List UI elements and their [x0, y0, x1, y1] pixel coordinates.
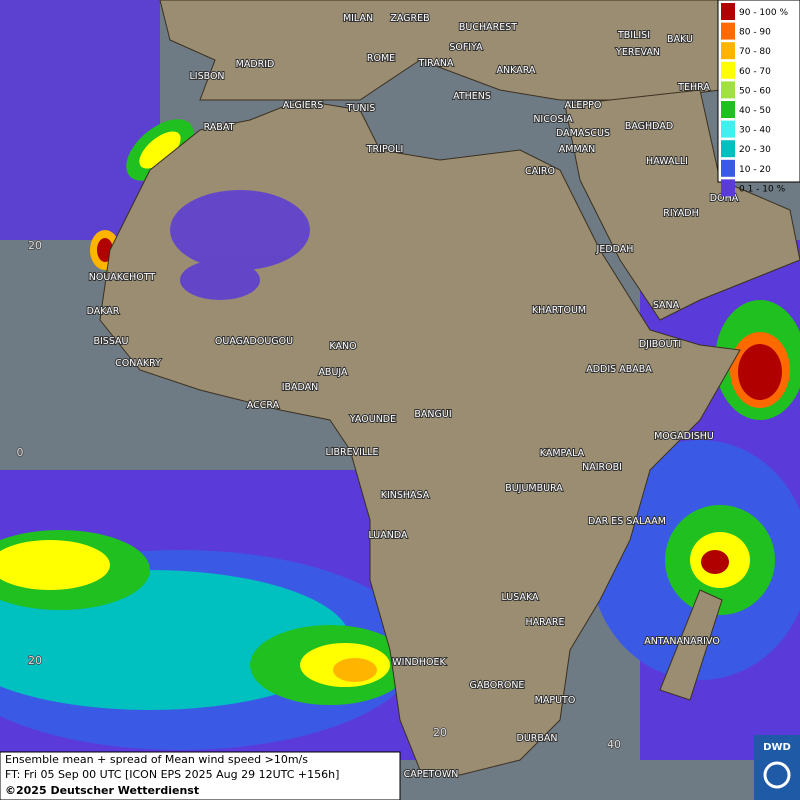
graticule-label: 20	[433, 726, 447, 739]
legend-swatch	[721, 42, 735, 60]
city-label: MILAN	[343, 13, 373, 24]
city-label: RIYADH	[663, 208, 698, 219]
copyright: ©2025 Deutscher Wetterdienst	[5, 784, 199, 797]
city-label: NAIROBI	[582, 462, 622, 473]
city-label: BUCHAREST	[459, 22, 517, 33]
city-label: KHARTOUM	[532, 305, 586, 316]
wind-field	[0, 0, 800, 760]
city-label: SANA	[653, 300, 680, 311]
city-label: MAPUTO	[535, 695, 576, 706]
city-label: ACCRA	[247, 400, 280, 411]
legend-swatch	[721, 101, 735, 118]
city-label: WINDHOEK	[392, 657, 446, 668]
city-label: KINSHASA	[381, 490, 430, 501]
city-label: AMMAN	[559, 144, 596, 155]
city-label: HAWALLI	[646, 156, 688, 167]
legend-label: 30 - 40	[739, 126, 771, 136]
legend-label: 10 - 20	[739, 165, 771, 175]
city-label: ANTANANARIVO	[644, 636, 720, 647]
legend-label: 80 - 90	[739, 28, 771, 38]
graticule-label: 0	[17, 446, 24, 459]
legend-swatch	[721, 159, 735, 177]
wind-land	[170, 190, 310, 300]
legend-label: 20 - 30	[739, 145, 771, 155]
city-label: TRIPOLI	[366, 144, 404, 155]
city-label: NOUAKCHOTT	[89, 272, 156, 283]
city-label: ZAGREB	[390, 13, 429, 24]
city-label: ANKARA	[497, 65, 536, 76]
city-label: ALEPPO	[565, 100, 602, 111]
city-labels: MILAN ZAGREB BUCHAREST MADRID LISBON ROME SOFI…	[86, 12, 740, 781]
city-label: ADDIS ABABA	[586, 364, 652, 375]
footer-box	[0, 751, 401, 800]
legend-label: 50 - 60	[739, 86, 771, 96]
legend-label: 90 - 100 %	[739, 8, 788, 18]
city-label: KAMPALA	[540, 448, 585, 459]
city-label: CAIRO	[525, 166, 555, 177]
legend-swatch	[721, 140, 735, 158]
city-label: MOGADISHU	[654, 431, 714, 442]
logo: DWD	[763, 742, 791, 753]
city-label: TBILISI	[617, 30, 650, 41]
city-label: CAPETOWN	[404, 769, 459, 780]
city-label: LIBREVILLE	[325, 447, 378, 458]
graticule-label: 40	[607, 738, 621, 751]
city-label: BAGHDAD	[625, 121, 673, 132]
city-label: DAKAR	[87, 306, 120, 317]
city-label: KANO	[329, 341, 356, 352]
legend: 90 - 100 % 80 - 90 70 - 80 60 - 70 50 - 60 40…	[721, 3, 788, 197]
city-label: IBADAN	[282, 382, 319, 393]
logo-swirl	[763, 761, 791, 789]
city-label: DAR ES SALAAM	[588, 516, 666, 527]
legend-swatch	[721, 179, 735, 197]
footer-line: Ensemble mean + spread of Mean wind spee…	[5, 753, 308, 766]
city-label: TIRANA	[418, 58, 454, 69]
city-label: DURBAN	[517, 733, 558, 744]
graticule-label: 20	[28, 654, 42, 667]
city-label: YEREVAN	[615, 47, 660, 58]
legend-label: 40 - 50	[739, 106, 771, 116]
city-label: SOFIYA	[449, 42, 483, 53]
city-label: TUNIS	[346, 103, 376, 114]
legend-swatch	[721, 61, 735, 79]
city-label: DAMASCUS	[556, 128, 610, 139]
city-label: BANGUI	[414, 409, 451, 420]
legend-label: 70 - 80	[739, 47, 771, 57]
logo-box	[754, 735, 800, 800]
city-label: DJIBOUTI	[639, 339, 681, 350]
land	[99, 0, 800, 776]
footer-line: FT: Fri 05 Sep 00 UTC [ICON EPS 2025 Aug…	[5, 768, 339, 781]
legend-label: 0.1 - 10 %	[739, 184, 786, 194]
city-label: BUJUMBURA	[505, 483, 563, 494]
city-label: BISSAU	[93, 336, 128, 347]
graticule-labels: 20 0 20 20 40	[16, 238, 622, 752]
city-label: OUAGADOUGOU	[215, 336, 293, 347]
city-label: MADRID	[236, 59, 275, 70]
city-label: CONAKRY	[115, 358, 161, 369]
legend-swatch	[721, 22, 735, 40]
legend-swatch	[721, 3, 735, 20]
city-label: BAKU	[667, 34, 693, 45]
city-label: LISBON	[189, 71, 224, 82]
city-label: GABORONE	[470, 680, 525, 691]
city-label: YAOUNDE	[349, 414, 396, 425]
city-label: ATHENS	[453, 91, 491, 102]
city-label: ALGIERS	[283, 100, 324, 111]
city-label: JEDDAH	[596, 244, 634, 255]
legend-label: 60 - 70	[739, 67, 771, 77]
city-label: TEHRA	[677, 82, 710, 93]
city-label: RABAT	[204, 122, 235, 133]
city-label: LUANDA	[368, 530, 408, 541]
legend-swatch	[721, 120, 735, 138]
legend-swatch	[721, 81, 735, 99]
city-label: HARARE	[526, 617, 565, 628]
city-label: NICOSIA	[533, 114, 573, 125]
city-label: LUSAKA	[501, 592, 539, 603]
city-label: ROME	[367, 53, 395, 64]
city-label: ABUJA	[318, 367, 348, 378]
graticule-label: 20	[28, 239, 42, 252]
